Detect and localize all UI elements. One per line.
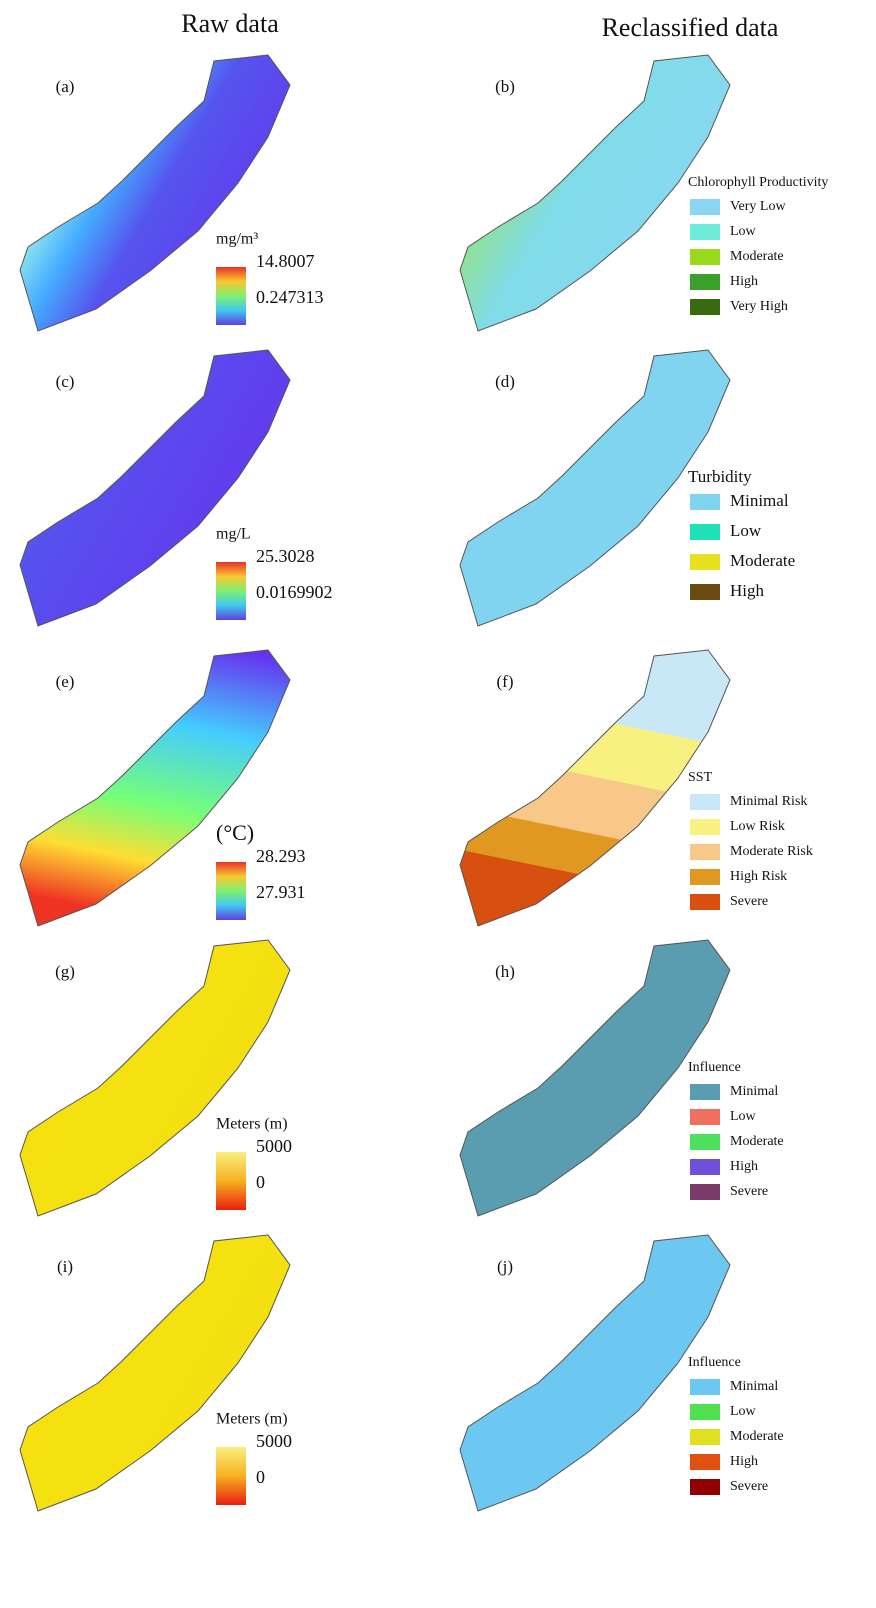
column-title: Raw data xyxy=(181,9,279,38)
legend-swatch xyxy=(690,1379,720,1395)
legend-swatch xyxy=(690,299,720,315)
legend-label: High xyxy=(730,1454,758,1469)
unit-label: mg/L xyxy=(216,526,251,543)
panel-label: (c) xyxy=(56,372,75,391)
legend-swatch xyxy=(690,554,720,570)
legend-swatch xyxy=(690,494,720,510)
legend-label: Minimal xyxy=(730,1084,778,1099)
panel-label: (i) xyxy=(57,1257,73,1276)
colorbar xyxy=(216,1152,246,1210)
legend-label: Severe xyxy=(730,1479,768,1494)
map xyxy=(460,55,730,331)
legend-swatch xyxy=(690,584,720,600)
legend-swatch xyxy=(690,1184,720,1200)
legend-label: Low xyxy=(730,521,762,540)
colorbar-max: 5000 xyxy=(256,1431,292,1451)
legend-label: Low xyxy=(730,1404,757,1419)
colorbar-max: 5000 xyxy=(256,1136,292,1156)
colorbar-max: 28.293 xyxy=(256,846,306,866)
legend-swatch xyxy=(690,199,720,215)
unit-label: mg/m³ xyxy=(216,231,258,248)
unit-label: Meters (m) xyxy=(216,1411,288,1428)
colorbar-min: 0.0169902 xyxy=(256,582,333,602)
legend-label: Low Risk xyxy=(730,819,785,834)
legend-label: High xyxy=(730,274,758,289)
legend-label: High xyxy=(730,1159,758,1174)
map xyxy=(460,940,730,1216)
legend-title: Influence xyxy=(688,1355,741,1370)
map xyxy=(460,650,730,926)
map xyxy=(20,350,290,626)
legend-swatch xyxy=(690,1454,720,1470)
colorbar xyxy=(216,862,246,920)
unit-label: (°C) xyxy=(216,820,254,845)
legend-label: Very Low xyxy=(730,199,786,214)
legend-title: Influence xyxy=(688,1060,741,1075)
legend-label: Minimal Risk xyxy=(730,794,807,809)
legend-label: High xyxy=(730,581,765,600)
colorbar-min: 0.247313 xyxy=(256,287,324,307)
legend-swatch xyxy=(690,1404,720,1420)
colorbar xyxy=(216,562,246,620)
colorbar xyxy=(216,1447,246,1505)
legend-label: Low xyxy=(730,224,757,239)
colorbar-min: 0 xyxy=(256,1172,265,1192)
figure: Raw data Reclassified data (a) mg/m³ 14.80… xyxy=(0,0,876,1603)
legend-label: High Risk xyxy=(730,869,787,884)
legend-swatch xyxy=(690,869,720,885)
panel-label: (b) xyxy=(495,77,515,96)
legend-label: Minimal xyxy=(730,491,789,510)
legend-label: Minimal xyxy=(730,1379,778,1394)
map xyxy=(460,1235,730,1511)
panel-label: (h) xyxy=(495,962,515,981)
legend-swatch xyxy=(690,794,720,810)
legend-swatch xyxy=(690,1159,720,1175)
legend-swatch xyxy=(690,274,720,290)
legend-title: Turbidity xyxy=(688,467,752,486)
legend-label: Very High xyxy=(730,299,788,314)
panel-label: (f) xyxy=(497,672,514,691)
legend-label: Moderate xyxy=(730,1134,784,1149)
legend-swatch xyxy=(690,249,720,265)
colorbar-min: 0 xyxy=(256,1467,265,1487)
legend-swatch xyxy=(690,1134,720,1150)
legend-swatch xyxy=(690,1109,720,1125)
legend-title: SST xyxy=(688,770,713,785)
colorbar-max: 14.8007 xyxy=(256,251,315,271)
colorbar-max: 25.3028 xyxy=(256,546,315,566)
legend-swatch xyxy=(690,894,720,910)
panel-label: (j) xyxy=(497,1257,513,1276)
legend-swatch xyxy=(690,524,720,540)
map xyxy=(20,55,290,331)
panel-label: (g) xyxy=(55,962,75,981)
legend-label: Low xyxy=(730,1109,757,1124)
legend-label: Severe xyxy=(730,894,768,909)
panel-label: (d) xyxy=(495,372,515,391)
unit-label: Meters (m) xyxy=(216,1116,288,1133)
legend-swatch xyxy=(690,1084,720,1100)
map xyxy=(20,1235,290,1511)
legend-label: Moderate xyxy=(730,1429,784,1444)
map xyxy=(20,650,290,926)
legend-swatch xyxy=(690,224,720,240)
legend-swatch xyxy=(690,1479,720,1495)
legend-swatch xyxy=(690,819,720,835)
colorbar xyxy=(216,267,246,325)
legend-swatch xyxy=(690,1429,720,1445)
column-title: Reclassified data xyxy=(602,13,779,42)
map xyxy=(460,350,730,626)
legend-title: Chlorophyll Productivity xyxy=(688,175,828,190)
legend-swatch xyxy=(690,844,720,860)
panel-label: (a) xyxy=(56,77,75,96)
colorbar-min: 27.931 xyxy=(256,882,306,902)
map xyxy=(20,940,290,1216)
legend-label: Moderate xyxy=(730,551,795,570)
legend-label: Moderate xyxy=(730,249,784,264)
legend-label: Severe xyxy=(730,1184,768,1199)
panel-label: (e) xyxy=(56,672,75,691)
legend-label: Moderate Risk xyxy=(730,844,813,859)
